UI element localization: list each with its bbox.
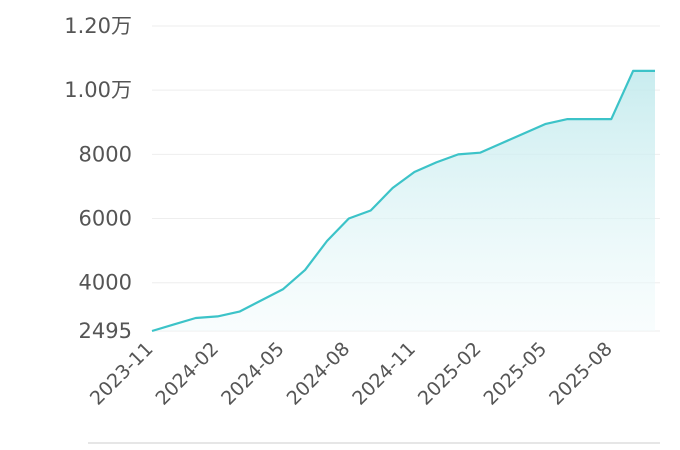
y-tick-label: 6000 [79,207,132,231]
area-fill-group [152,70,655,332]
x-tick-label: 2025-02 [414,338,486,410]
x-tick-label: 2024-11 [348,338,420,410]
x-tick-label: 2024-08 [283,338,355,410]
x-axis-ticks: 2023-112024-022024-052024-082024-112025-… [86,338,617,410]
y-tick-label: 4000 [79,271,132,295]
x-tick-label: 2023-11 [86,338,158,410]
y-tick-label: 2495 [79,319,132,343]
x-tick-label: 2025-08 [545,338,617,410]
y-tick-label: 1.00万 [64,78,132,102]
series-line [151,69,655,333]
series-line-group [151,69,655,333]
area-fill [152,70,655,332]
x-tick-label: 2024-05 [217,338,289,410]
x-tick-label: 2025-05 [479,338,551,410]
x-tick-label: 2024-02 [151,338,223,410]
y-tick-label: 1.20万 [64,14,132,38]
y-axis-ticks: 1.20万 1.00万 8000 6000 4000 2495 [64,14,132,343]
y-tick-label: 8000 [79,142,132,166]
